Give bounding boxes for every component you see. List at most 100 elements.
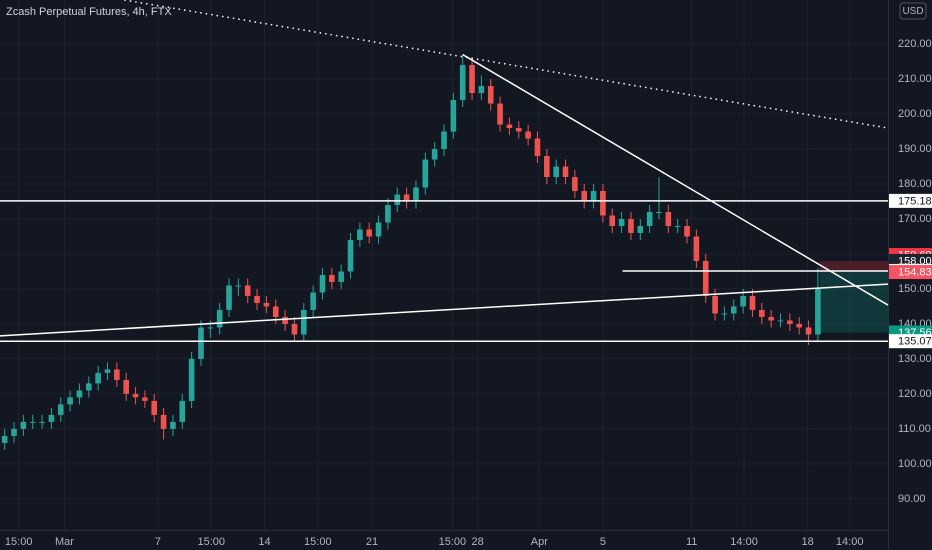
candle-body bbox=[730, 306, 737, 314]
x-tick-label: 15:00 bbox=[304, 536, 332, 548]
x-tick-label: 5 bbox=[600, 536, 606, 548]
candle-body bbox=[693, 236, 700, 261]
candle-body bbox=[132, 393, 139, 398]
candle-body bbox=[263, 302, 270, 307]
candle-body bbox=[815, 288, 821, 335]
candle-body bbox=[459, 65, 466, 101]
candle-body bbox=[216, 309, 223, 328]
candle-body bbox=[441, 131, 447, 150]
x-tick-label: 15:00 bbox=[439, 536, 467, 548]
candle-body bbox=[207, 327, 214, 329]
y-tick-label: 190.00 bbox=[898, 143, 932, 155]
candle-body bbox=[469, 65, 475, 94]
drawings bbox=[0, 0, 889, 342]
candle-body bbox=[282, 316, 288, 324]
candle-body bbox=[104, 369, 111, 373]
currency[interactable]: USD bbox=[902, 6, 923, 17]
candle-body bbox=[656, 212, 662, 213]
position-risk bbox=[819, 260, 888, 273]
candle-body bbox=[403, 194, 410, 202]
y-tick-label: 150.00 bbox=[898, 283, 932, 295]
x-tick-label: 14 bbox=[258, 536, 270, 548]
candle-body bbox=[235, 285, 242, 287]
y-tick-label: 120.00 bbox=[898, 388, 932, 400]
currency-box[interactable] bbox=[899, 2, 927, 20]
candle-body bbox=[57, 404, 64, 415]
candle-body bbox=[702, 260, 709, 296]
candle-body bbox=[142, 397, 148, 401]
candle-body bbox=[329, 274, 335, 282]
candle-body bbox=[805, 327, 812, 335]
x-tick-label: 21 bbox=[366, 536, 378, 548]
candle-body bbox=[749, 295, 756, 310]
candle-body bbox=[553, 166, 559, 178]
candle-body bbox=[431, 149, 438, 160]
candle-body bbox=[525, 131, 531, 139]
candle-body bbox=[338, 271, 344, 282]
price-label-box bbox=[889, 265, 932, 280]
axes: 90.00100.00110.00120.00130.00140.00150.0… bbox=[5, 38, 932, 548]
candle-body bbox=[450, 100, 457, 132]
candle-body bbox=[487, 86, 494, 104]
x-tick-label: 28 bbox=[472, 536, 484, 548]
candle-body bbox=[385, 205, 391, 223]
price-label: 175.18 bbox=[898, 195, 932, 207]
y-tick-label: 170.00 bbox=[898, 213, 932, 225]
candle-body bbox=[590, 191, 597, 202]
candle-body bbox=[319, 274, 326, 293]
candle-body bbox=[646, 212, 653, 226]
candle-body bbox=[357, 229, 363, 240]
candle-body bbox=[674, 225, 681, 227]
candle-body bbox=[394, 194, 401, 206]
candle-body bbox=[796, 323, 803, 328]
candle-body bbox=[609, 215, 616, 226]
position-reward bbox=[819, 272, 888, 333]
candle-body bbox=[366, 229, 373, 237]
candle-body bbox=[721, 313, 728, 315]
x-tick-label: 14:00 bbox=[730, 536, 758, 548]
candle-body bbox=[759, 309, 765, 317]
candle-body bbox=[114, 369, 120, 380]
candle-body bbox=[20, 421, 27, 429]
candle-body bbox=[179, 400, 186, 422]
candle-body bbox=[123, 379, 129, 394]
y-tick-label: 130.00 bbox=[898, 353, 932, 365]
candles bbox=[1, 54, 821, 450]
candle-body bbox=[422, 159, 429, 188]
x-tick-label: 15:00 bbox=[5, 536, 33, 548]
y-tick-label: 100.00 bbox=[898, 458, 932, 470]
y-tick-label: 110.00 bbox=[898, 423, 931, 435]
overlay bbox=[819, 260, 888, 333]
candle-body bbox=[29, 421, 36, 423]
candle-body bbox=[628, 218, 634, 233]
candle-body bbox=[506, 124, 513, 129]
x-tick-label: Apr bbox=[531, 536, 548, 548]
x-tick-label: Mar bbox=[55, 536, 74, 548]
candle-body bbox=[170, 421, 176, 429]
candle-body bbox=[572, 177, 578, 192]
x-tick-label: 15:00 bbox=[197, 536, 225, 548]
candle-body bbox=[39, 421, 45, 423]
y-tick-label: 200.00 bbox=[898, 108, 932, 120]
price-label-box bbox=[889, 193, 932, 208]
y-tick-label: 180.00 bbox=[898, 178, 932, 190]
chart-title: Zcash Perpetual Futures, 4h, FTX bbox=[6, 6, 172, 18]
candle-body bbox=[637, 225, 644, 233]
candle-body bbox=[310, 292, 316, 310]
candle-body bbox=[497, 103, 503, 125]
candle-body bbox=[226, 285, 232, 310]
candle-body bbox=[151, 400, 158, 415]
trend-line bbox=[0, 283, 889, 337]
x-tick-label: 11 bbox=[686, 536, 697, 548]
candle-body bbox=[478, 86, 485, 94]
candle-body bbox=[300, 309, 307, 335]
candle-body bbox=[544, 156, 550, 178]
candle-body bbox=[76, 390, 83, 398]
trend-line bbox=[462, 53, 889, 306]
price-label: 154.83 bbox=[898, 266, 932, 278]
candle-body bbox=[48, 414, 55, 422]
candle-body bbox=[85, 383, 92, 391]
candle-body bbox=[375, 222, 382, 237]
